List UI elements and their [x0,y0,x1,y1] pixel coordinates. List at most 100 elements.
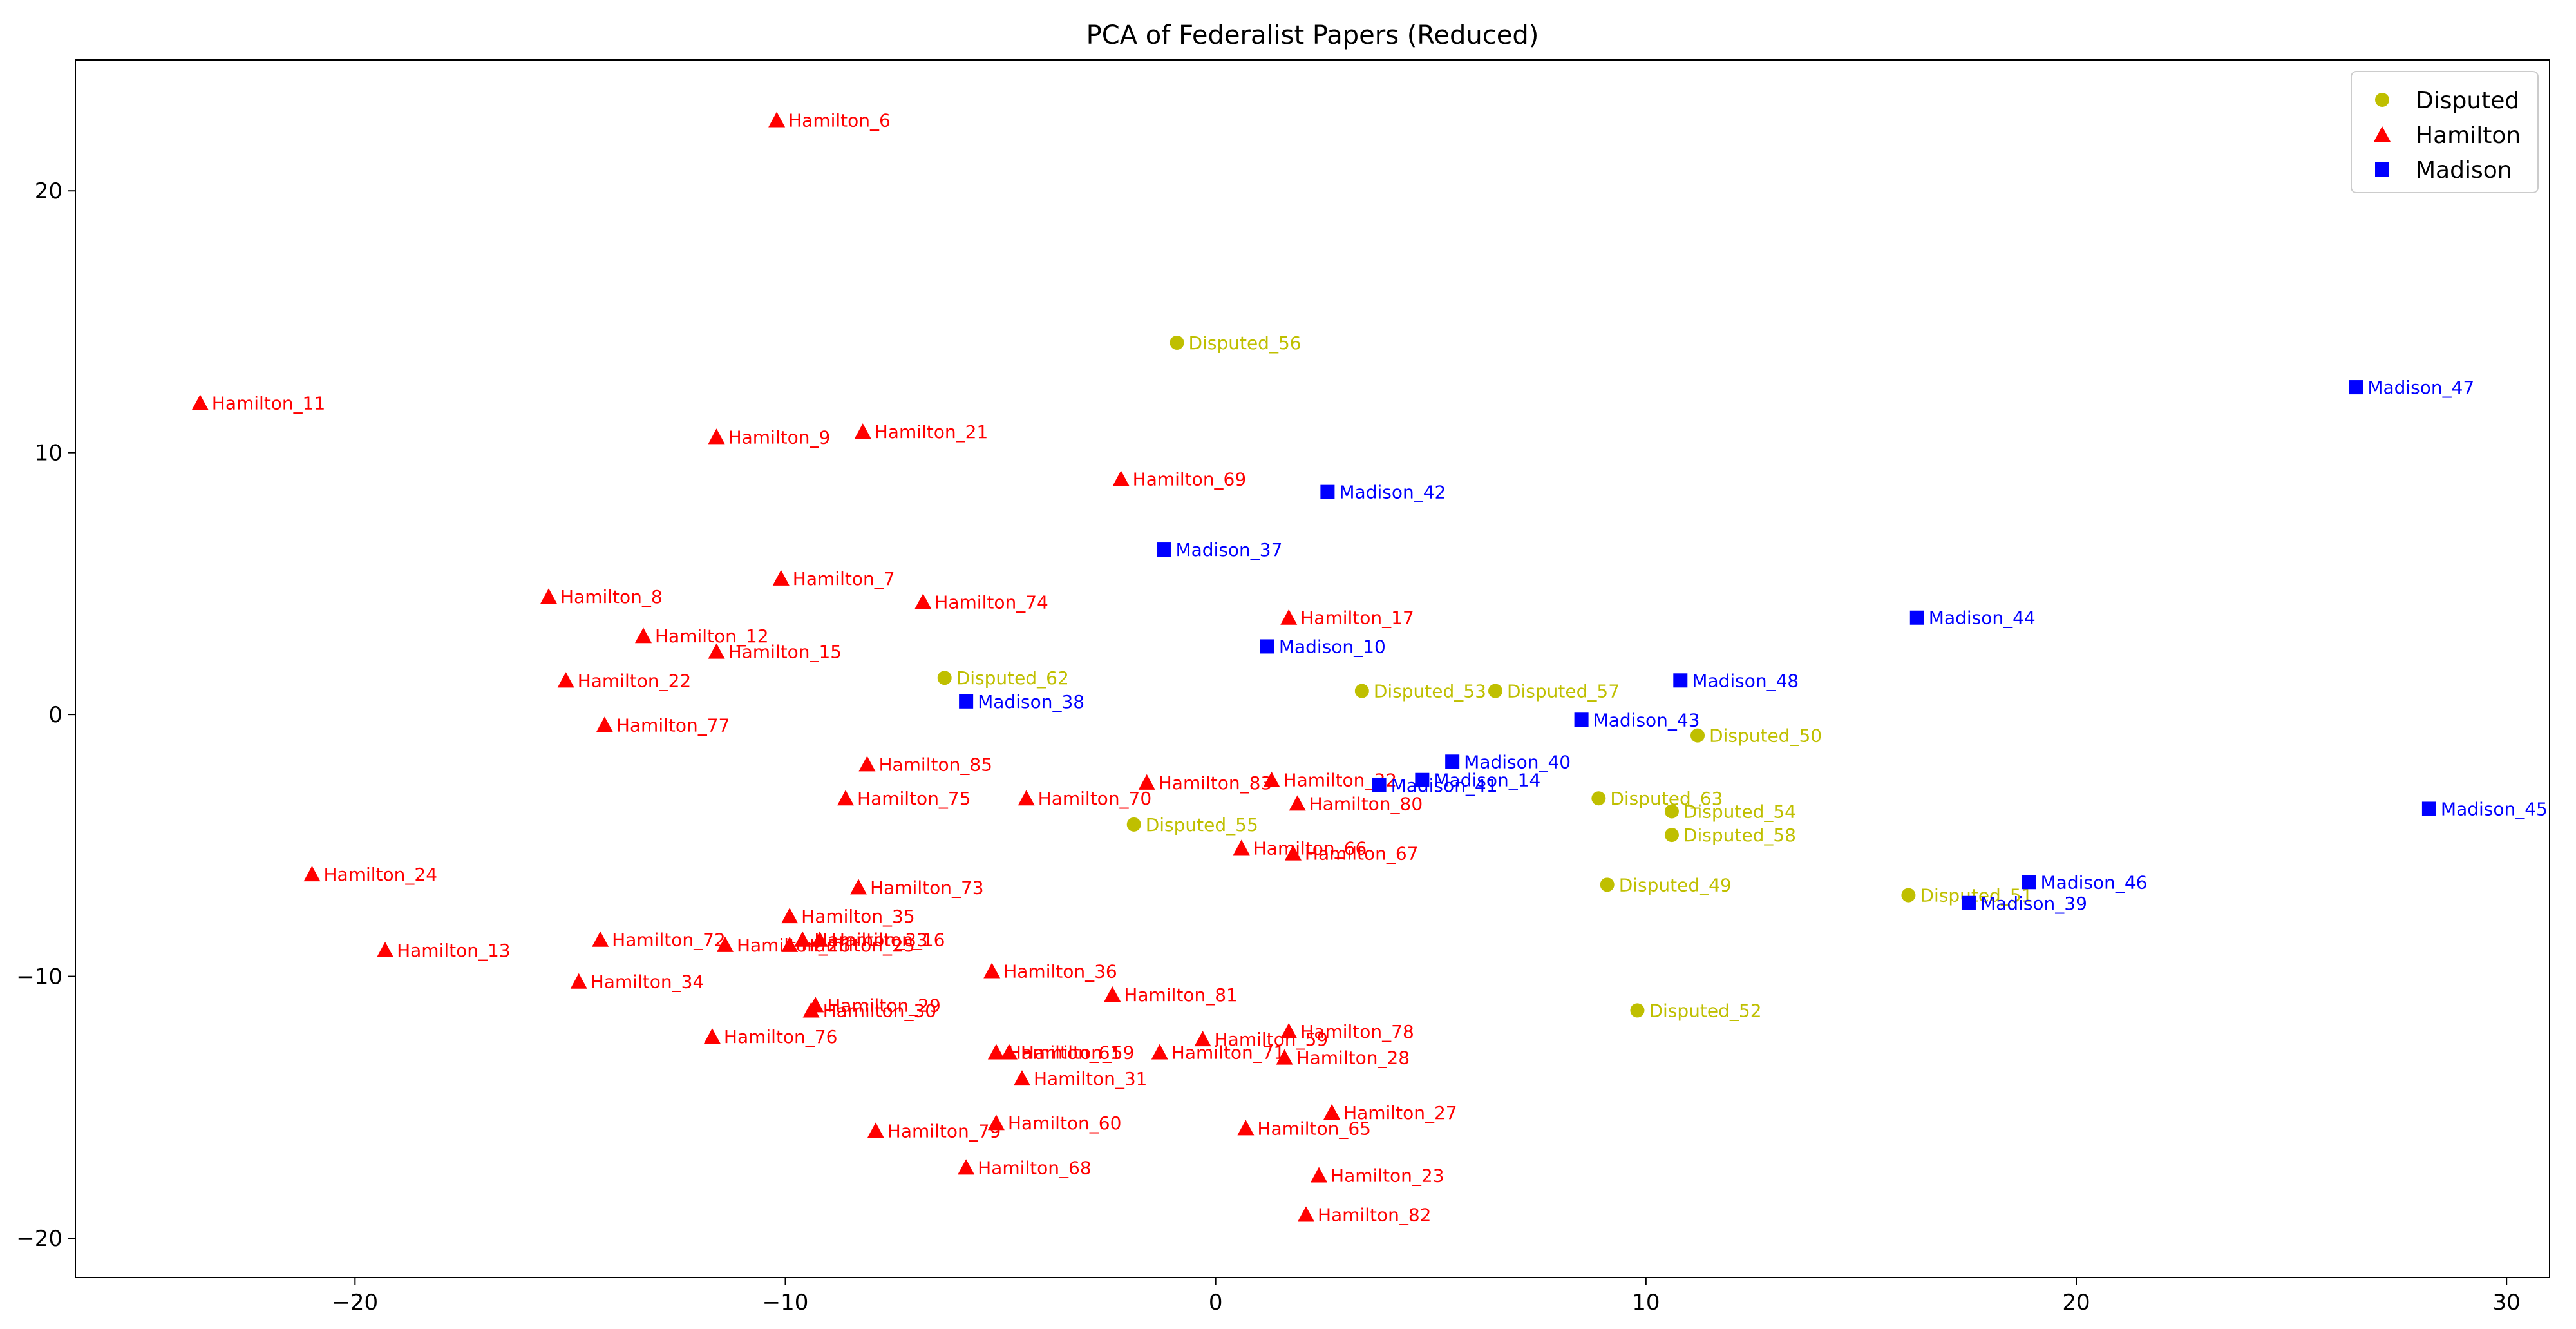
data-point-marker [1664,828,1679,843]
data-point-marker [1276,1049,1293,1065]
data-point-label: Hamilton_76 [724,1026,838,1047]
data-point-label: Hamilton_30 [823,1000,937,1021]
data-point-label: Hamilton_82 [1318,1204,1432,1225]
data-point-marker [983,962,1001,979]
x-tick-label: −20 [332,1290,378,1315]
data-point-label: Madison_42 [1339,482,1446,503]
data-point-marker [987,1114,1005,1131]
data-point-marker [1320,484,1335,499]
data-point-marker [1289,795,1306,811]
data-point-marker [1591,791,1606,806]
data-point-marker [858,756,876,772]
x-tick-label: 0 [1209,1290,1223,1315]
data-point-marker [914,593,932,609]
series-hamilton: Hamilton_6 Hamilton_11 Hamilton_9 Hamilton_… [191,110,1457,1225]
data-point-label: Hamilton_31 [1034,1068,1148,1089]
data-point-label: Madison_39 [1980,893,2087,914]
data-point-marker [1280,1022,1298,1038]
data-point-marker [1354,684,1369,698]
data-point-marker [1260,639,1274,654]
data-point-marker [794,931,811,947]
data-point-label: Madison_37 [1175,539,1282,560]
data-point-label: Madison_48 [1692,670,1799,691]
data-point-label: Hamilton_81 [1124,984,1238,1006]
data-point-label: Hamilton_71 [1171,1042,1285,1063]
legend-box [2351,71,2539,193]
data-point-label: Hamilton_66 [1253,837,1367,859]
x-tick-label: 10 [1632,1290,1660,1315]
data-point-label: Hamilton_67 [1305,843,1419,865]
data-point-marker [987,1044,1005,1060]
data-point-marker [1323,1104,1341,1120]
data-point-label: Hamilton_69 [1133,468,1247,490]
data-point-marker [1013,1070,1030,1086]
data-point-label: Disputed_49 [1619,874,1732,895]
data-point-marker [1170,335,1184,350]
data-point-marker [716,936,734,952]
data-point-label: Hamilton_73 [870,877,984,898]
data-point-marker [1961,895,1976,910]
data-point-marker [837,790,855,806]
data-point-marker [1018,790,1035,806]
data-point-marker [867,1122,884,1138]
data-point-label: Hamilton_61 [1008,1042,1122,1063]
data-point-marker [1574,712,1589,727]
data-point-marker [1297,1206,1314,1222]
chart-title: PCA of Federalist Papers (Reduced) [1086,21,1539,50]
data-point-marker [596,716,613,732]
data-point-label: Disputed_50 [1709,725,1822,747]
data-point-label: Hamilton_83 [1159,772,1273,794]
data-point-label: Disputed_52 [1649,1000,1761,1021]
legend: Disputed Hamilton Madison [2351,71,2539,193]
data-point-marker [191,394,209,410]
x-tick-label: 20 [2062,1290,2090,1315]
legend-entry-label: Hamilton [2416,122,2521,149]
data-point-label: Hamilton_74 [934,591,1048,613]
data-point-label: Madison_40 [1464,751,1571,772]
data-point-marker [768,111,786,128]
data-point-label: Hamilton_35 [801,906,915,927]
data-point-marker [1673,673,1688,688]
data-point-marker [1263,771,1280,787]
data-point-label: Madison_14 [1434,770,1540,791]
data-point-marker [802,1002,820,1018]
data-point-label: Hamilton_11 [212,392,326,414]
data-point-label: Madison_46 [2041,872,2148,893]
data-point-label: Hamilton_27 [1343,1102,1457,1123]
data-point-label: Madison_44 [1929,607,2036,629]
data-point-marker [937,671,952,685]
data-point-marker [959,694,974,709]
data-point-marker [1237,1120,1255,1136]
data-point-label: Madison_47 [2367,377,2474,398]
data-point-marker [540,588,557,604]
data-point-label: Hamilton_9 [728,426,831,448]
data-point-label: Hamilton_68 [978,1157,1092,1178]
data-point-marker [1909,610,1924,625]
data-point-label: Hamilton_85 [878,754,992,775]
data-point-marker [1630,1003,1645,1018]
series-disputed: Disputed_56 Disputed_62 Disputed_53 Dispute… [937,332,2032,1021]
data-point-label: Hamilton_13 [397,940,511,961]
data-point-marker [1664,804,1679,819]
plot-area [75,59,2550,1278]
data-point-marker [1194,1031,1211,1047]
data-point-label: Disputed_53 [1374,681,1486,702]
data-point-label: Hamilton_33 [814,930,928,951]
data-point-marker [1280,609,1298,625]
axis-ticks: −20 −10 0 10 20 30 −20 −10 0 10 20 [16,178,2521,1315]
data-point-marker [1157,542,1171,557]
data-point-label: Madison_38 [978,691,1084,712]
data-point-label: Hamilton_29 [827,995,941,1016]
data-point-marker [703,1028,721,1044]
data-point-label: Disputed_56 [1189,332,1302,354]
data-point-marker [1112,470,1130,486]
data-point-label: Hamilton_36 [1003,961,1117,982]
data-point-marker [1690,728,1705,743]
data-point-label: Hamilton_6 [788,110,891,131]
y-tick-label: −10 [16,964,62,990]
data-point-label: Hamilton_75 [857,788,971,809]
legend-marker [2374,126,2391,142]
data-point-marker [2022,875,2036,890]
data-point-label: Disputed_54 [1683,801,1796,823]
data-point-label: Hamilton_59 [1215,1029,1329,1050]
